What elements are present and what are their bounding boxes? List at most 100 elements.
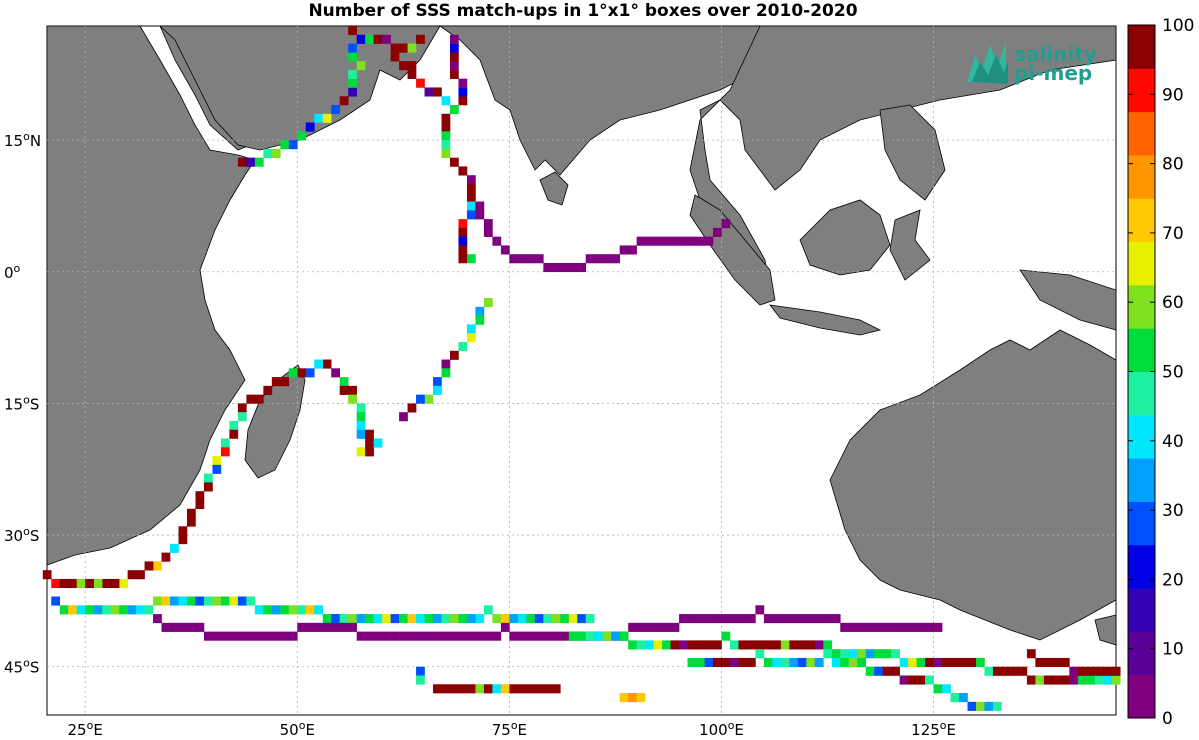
match-up-cell — [483, 631, 493, 641]
match-up-cell — [713, 657, 722, 668]
match-up-cell — [687, 614, 697, 624]
match-up-cell — [229, 631, 239, 641]
match-up-cell — [339, 96, 349, 106]
match-up-cell — [170, 543, 179, 553]
match-up-cell — [857, 622, 867, 632]
match-up-cell — [331, 614, 341, 624]
match-up-cell — [407, 69, 417, 79]
match-up-cell — [441, 359, 451, 369]
match-up-cell — [449, 684, 459, 694]
match-up-cell — [645, 622, 654, 632]
match-up-cell — [246, 631, 256, 641]
match-up-cell — [653, 640, 663, 650]
match-up-cell — [568, 262, 578, 273]
match-up-cell — [823, 649, 833, 659]
match-up-cell — [449, 631, 459, 641]
match-up-cell — [271, 631, 281, 641]
match-up-cell — [127, 570, 137, 580]
colorbar-swatch — [1128, 328, 1155, 372]
match-up-cell — [399, 412, 408, 422]
match-up-cell — [534, 684, 544, 694]
match-up-cell — [1018, 666, 1028, 676]
x-tick-label: 100oE — [699, 719, 744, 739]
match-up-cell — [585, 614, 595, 624]
sri-lanka-land — [539, 171, 569, 206]
match-up-cell — [611, 631, 620, 641]
match-up-cell — [509, 631, 519, 641]
match-up-cell — [1094, 675, 1104, 685]
match-up-cell — [93, 605, 103, 615]
colorbar-swatch — [1128, 25, 1155, 69]
match-up-cell — [203, 631, 213, 641]
match-up-cell — [746, 640, 756, 650]
match-up-cell — [500, 622, 510, 632]
match-up-cell — [365, 614, 374, 624]
match-up-cell — [848, 657, 858, 668]
match-up-cell — [254, 631, 264, 641]
match-up-cell — [721, 631, 731, 641]
match-up-cell — [237, 403, 247, 413]
y-tick-hemisphere: S — [30, 395, 40, 413]
match-up-cell — [458, 78, 468, 88]
colorbar-tick-label: 0 — [1162, 709, 1173, 729]
match-up-cell — [441, 148, 451, 158]
match-up-cell — [704, 657, 714, 668]
match-up-cell — [509, 684, 519, 694]
match-up-cell — [1069, 666, 1079, 676]
match-up-cell — [713, 614, 722, 624]
colorbar: 0 10 20 30 40 50 60 70 80 90 100 — [1127, 16, 1194, 729]
match-up-cell — [365, 447, 374, 457]
match-up-cell — [619, 631, 629, 641]
match-up-cell — [280, 631, 290, 641]
match-up-cell — [721, 657, 731, 668]
match-up-cell — [492, 684, 502, 694]
match-up-cell — [475, 306, 485, 316]
match-up-cell — [619, 693, 629, 703]
match-up-cell — [280, 140, 290, 150]
match-up-cell — [170, 622, 179, 632]
match-up-cell — [636, 622, 646, 632]
match-up-cell — [212, 464, 222, 474]
match-up-cell — [195, 499, 205, 510]
match-up-cell — [1043, 657, 1053, 668]
match-up-cell — [1086, 666, 1096, 676]
match-up-cell — [170, 596, 179, 606]
match-up-cell — [1035, 657, 1045, 668]
match-up-cell — [755, 640, 765, 650]
match-up-cell — [416, 394, 425, 404]
match-up-cell — [483, 684, 493, 694]
match-up-cell — [729, 614, 739, 624]
match-up-cell — [263, 385, 273, 395]
match-up-cell — [959, 657, 968, 668]
match-up-cell — [153, 561, 162, 571]
match-up-cell — [763, 614, 773, 624]
match-up-cell — [814, 614, 824, 624]
match-up-cell — [433, 684, 442, 694]
match-up-cell — [704, 236, 714, 246]
match-up-cell — [51, 578, 61, 589]
match-up-cell — [738, 657, 748, 668]
match-up-cell — [670, 236, 680, 246]
salinity-pi-mep-logo: salinity pi-mep — [968, 42, 1097, 85]
match-up-cell — [806, 640, 816, 650]
colorbar-swatch — [1128, 371, 1155, 416]
colorbar-swatch — [1128, 414, 1155, 459]
colorbar-tick-label: 40 — [1162, 432, 1184, 452]
match-up-cell — [186, 596, 196, 606]
match-up-cell — [331, 368, 341, 378]
x-tick-hemisphere: E — [947, 721, 956, 739]
match-up-cell — [814, 640, 824, 650]
match-up-cell — [1035, 675, 1045, 685]
match-up-cell — [908, 675, 917, 685]
match-up-cell — [466, 631, 476, 641]
match-up-cell — [220, 631, 230, 641]
sumatra-land — [689, 194, 776, 306]
match-up-cell — [407, 43, 417, 53]
arabia-land — [158, 25, 441, 151]
match-up-cell — [76, 605, 86, 615]
x-tick-hemisphere: E — [734, 721, 743, 739]
match-up-cell — [110, 578, 120, 589]
match-up-cell — [441, 368, 451, 378]
match-up-cell — [297, 622, 307, 632]
match-up-cell — [161, 596, 171, 606]
